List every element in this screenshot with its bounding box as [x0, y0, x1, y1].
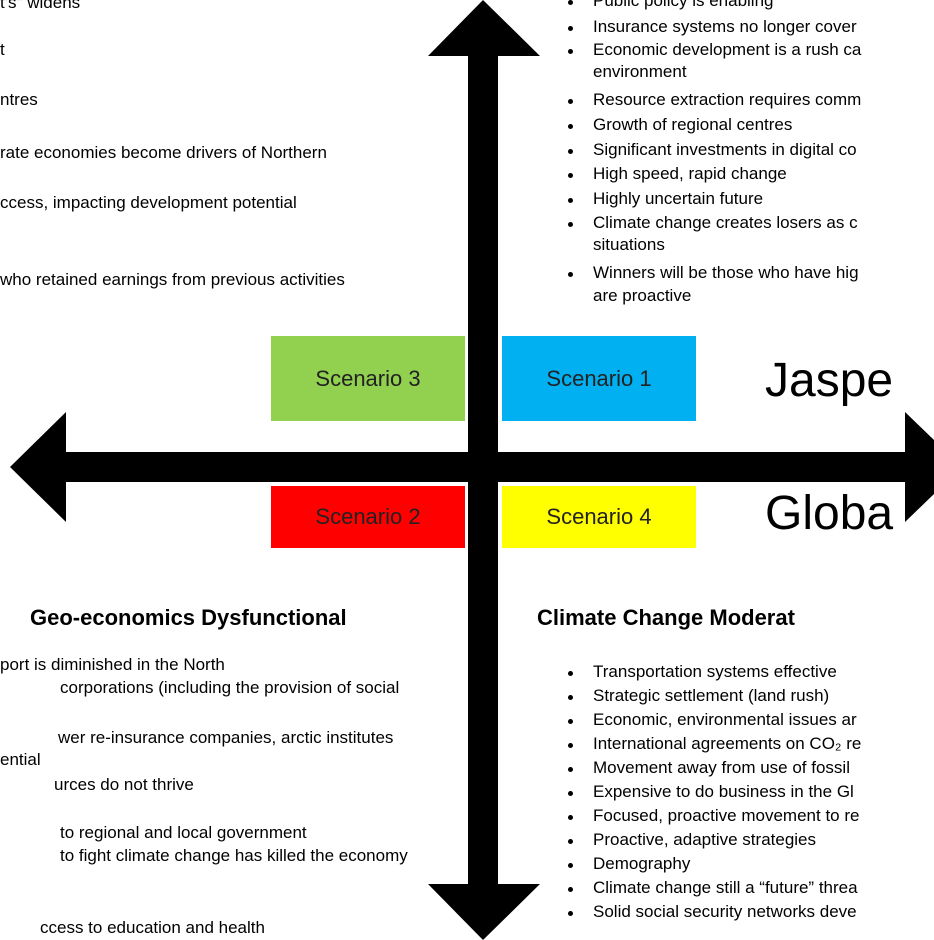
bullet-text: Winners will be those who have hig: [593, 263, 859, 282]
bullet-text: Demography: [593, 854, 691, 873]
bullet-text: Movement away from use of fossil: [593, 758, 850, 777]
bullet-text: International agreements on CO₂ re: [593, 734, 862, 753]
bullet-text: Focused, proactive movement to re: [593, 806, 860, 825]
text-line: to regional and local government: [60, 823, 307, 842]
bullet-text: Significant investments in digital co: [593, 140, 857, 159]
bullet: [568, 671, 573, 676]
text-line: ccess, impacting development potential: [0, 193, 297, 212]
bullet-text: High speed, rapid change: [593, 164, 787, 183]
bullet-text: environment: [593, 62, 687, 81]
bullet: [568, 815, 573, 820]
bullet: [568, 743, 573, 748]
text-line: corporations (including the provision of…: [60, 678, 400, 697]
bullet: [568, 791, 573, 796]
bullet-text: Climate change still a “future” threa: [593, 878, 858, 897]
bullet: [568, 198, 573, 203]
bullet-text: Growth of regional centres: [593, 115, 793, 134]
quadrant-title: Climate Change Moderat: [537, 605, 795, 630]
bullet: [568, 911, 573, 916]
bullet-text: Economic development is a rush ca: [593, 40, 862, 59]
bullet: [568, 719, 573, 724]
text-line: ential: [0, 750, 41, 769]
quadrant-title: Geo-economics Dysfunctional: [30, 605, 347, 630]
bullet-text: are proactive: [593, 286, 692, 305]
text-line: ccess to education and health: [40, 918, 265, 937]
text-line: to fight climate change has killed the e…: [60, 846, 408, 865]
bullet-text: Resource extraction requires comm: [593, 90, 862, 109]
text-line: rate economies become drivers of Norther…: [0, 143, 327, 162]
bullet-text: Climate change creates losers as c: [593, 213, 858, 232]
bullet-text: Insurance systems no longer cover: [593, 17, 857, 36]
bullet: [568, 149, 573, 154]
bullet-text: Proactive, adaptive strategies: [593, 830, 817, 849]
bullet: [568, 99, 573, 104]
text-line: t's" widens: [0, 0, 81, 12]
bullet: [568, 767, 573, 772]
bullet-text: Expensive to do business in the Gl: [593, 782, 854, 801]
bullet-text: Solid social security networks deve: [593, 902, 857, 921]
scenario-box: Scenario 1: [502, 336, 696, 421]
bullet: [568, 0, 573, 5]
axis-label: Jaspe: [765, 354, 894, 407]
text-line: t: [0, 40, 5, 59]
bullet: [568, 839, 573, 844]
bullet: [568, 272, 573, 277]
bullet: [568, 49, 573, 54]
bullet: [568, 863, 573, 868]
bullet-text: Transportation systems effective: [593, 662, 837, 681]
bullet: [568, 124, 573, 129]
text-line: port is diminished in the North: [0, 655, 225, 674]
text-line: wer re-insurance companies, arctic insti…: [58, 728, 394, 747]
bullet-text: Strategic settlement (land rush): [593, 686, 830, 705]
text-line: urces do not thrive: [54, 775, 194, 794]
scenario-box: Scenario 3: [271, 336, 465, 421]
bullet: [568, 695, 573, 700]
vertical-arrow: [428, 0, 540, 940]
bullet-text: Economic, environmental issues ar: [593, 710, 857, 729]
bullet-text: situations: [593, 235, 665, 254]
text-line: ntres: [0, 90, 38, 109]
scenario-box: Scenario 2: [271, 486, 465, 548]
bullet: [568, 887, 573, 892]
text-line: who retained earnings from previous acti…: [0, 270, 345, 289]
bullet-text: Public policy is enabling: [593, 0, 774, 10]
bullet: [568, 26, 573, 31]
bullet-text: Highly uncertain future: [593, 189, 764, 208]
axis-label: Globa: [765, 487, 894, 540]
scenario-box: Scenario 4: [502, 486, 696, 548]
bullet: [568, 173, 573, 178]
bullet: [568, 222, 573, 227]
